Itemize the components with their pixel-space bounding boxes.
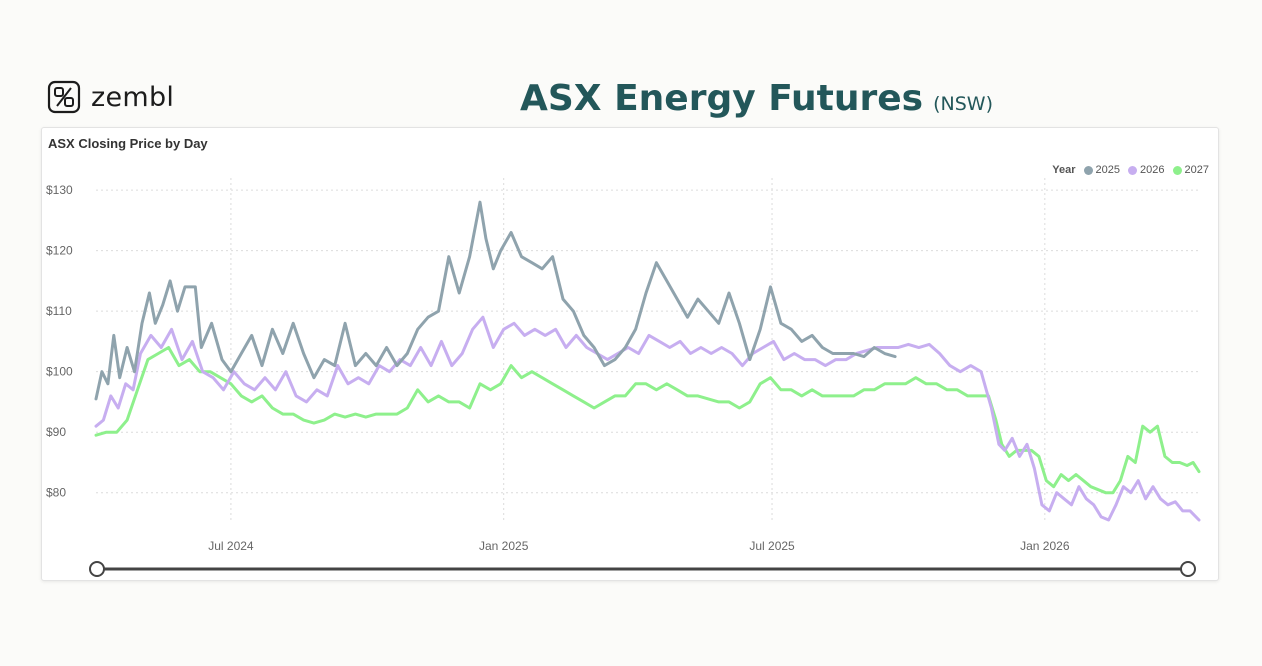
brand-logo: zembl (47, 80, 174, 114)
legend-dot-2027 (1172, 165, 1182, 175)
legend-dot-2026 (1128, 165, 1138, 175)
page-subtitle: (NSW) (933, 93, 993, 115)
x-tick-label: Jan 2025 (479, 539, 529, 553)
legend-item-2027[interactable]: 2027 (1172, 164, 1209, 176)
legend-title: Year (1052, 164, 1076, 176)
chart-panel: ASX Closing Price by Day Year 2025 2026 … (41, 127, 1219, 581)
chart-title: ASX Closing Price by Day (48, 136, 208, 151)
y-tick-label: $110 (46, 304, 72, 318)
x-tick-label: Jan 2026 (1020, 539, 1070, 553)
brand-name: zembl (91, 81, 175, 113)
page-header: ASX Energy Futures (NSW) (520, 78, 993, 119)
legend-item-2026[interactable]: 2026 (1128, 164, 1165, 176)
page-title: ASX Energy Futures (520, 78, 924, 119)
date-range-start-handle[interactable] (89, 561, 105, 577)
y-tick-label: $120 (46, 244, 73, 258)
y-tick-label: $100 (46, 365, 73, 379)
y-tick-label: $130 (46, 183, 73, 197)
x-tick-label: Jul 2025 (749, 539, 795, 553)
legend-label-2025: 2025 (1095, 164, 1121, 176)
y-tick-label: $80 (46, 486, 66, 500)
legend-item-2025[interactable]: 2025 (1083, 164, 1121, 176)
chart-legend: Year 2025 2026 2027 (1052, 164, 1209, 176)
series-line-2025 (94, 200, 897, 401)
x-tick-label: Jul 2024 (208, 539, 254, 553)
legend-label-2026: 2026 (1140, 164, 1165, 176)
series-line-2026 (94, 315, 1201, 522)
y-tick-label: $90 (46, 425, 66, 439)
date-range-end-handle[interactable] (1180, 561, 1196, 577)
legend-dot-2025 (1083, 165, 1093, 175)
series-line-2027 (94, 346, 1201, 495)
zembl-logo-icon (47, 80, 81, 114)
legend-label-2027: 2027 (1184, 164, 1209, 176)
line-chart: $80 $90 $100 $110 $120 $130 Jul 2024 Jan 2025 Ju… (46, 178, 1201, 577)
